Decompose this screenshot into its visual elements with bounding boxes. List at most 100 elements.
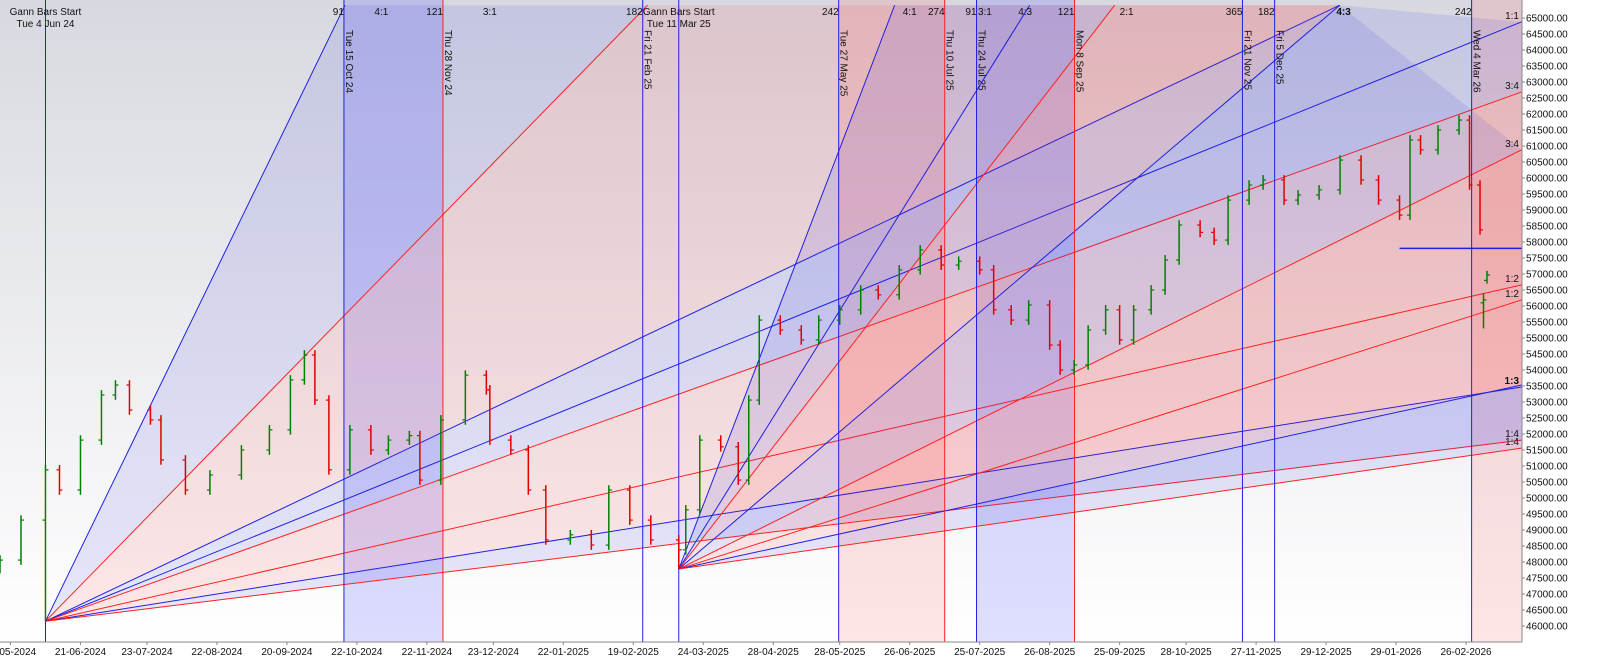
x-tick-label: 26-06-2025	[884, 647, 936, 658]
fans	[45, 4, 1522, 622]
y-tick-label: 47000.00	[1526, 590, 1568, 601]
fan-fill	[678, 5, 1522, 570]
time-label: Tue 15 Oct 24	[343, 30, 354, 93]
x-tick-label: 22-11-2024	[402, 647, 453, 658]
bars	[0, 115, 1491, 622]
fan-line	[678, 5, 896, 570]
time-label: Thu 10 Jul 25	[944, 30, 955, 91]
y-tick-label: 55000.00	[1526, 334, 1568, 345]
y-tick-label: 60500.00	[1526, 158, 1568, 169]
start-date: Tue 11 Mar 25	[647, 19, 711, 30]
y-tick-label: 55500.00	[1526, 318, 1568, 329]
y-tick-label: 48000.00	[1526, 558, 1568, 569]
plot	[0, 0, 1522, 642]
x-tick-label: 28-10-2025	[1161, 647, 1213, 658]
time-label: Fri 21 Nov 25	[1241, 30, 1252, 90]
fan-line	[45, 284, 1522, 622]
x-tick-label: 22-08-2024	[191, 647, 243, 658]
fan-label: 1:3	[1505, 376, 1520, 387]
x-tick-label: 26-08-2025	[1024, 647, 1076, 658]
fan-label: 3:4	[1505, 81, 1519, 92]
x-tick-label: 26-02-2026	[1440, 647, 1492, 658]
count-label: 182	[626, 7, 643, 18]
time-label: Thu 28 Nov 24	[442, 30, 453, 96]
count-label: 242	[1455, 7, 1472, 18]
x-tick-label: 21-06-2024	[55, 647, 107, 658]
fan-line	[678, 4, 1341, 570]
y-tick-label: 56500.00	[1526, 286, 1568, 297]
y-tick-label: 46000.00	[1526, 622, 1568, 633]
y-tick-label: 59500.00	[1526, 190, 1568, 201]
ratio-label: 3:1	[483, 7, 497, 18]
y-tick-label: 57500.00	[1526, 254, 1568, 265]
y-tick-label: 51500.00	[1526, 446, 1568, 457]
fan-line	[45, 4, 1340, 622]
fan-label: 1:4	[1505, 429, 1519, 440]
x-tick-label: 22-01-2025	[538, 647, 590, 658]
ratio-label: 4:3	[1018, 7, 1032, 18]
x-tick-label: 28-04-2025	[748, 647, 800, 658]
ratio-label: 4:3	[1336, 7, 1351, 18]
y-tick-label: 56000.00	[1526, 302, 1568, 313]
y-tick-label: 64500.00	[1526, 30, 1568, 41]
y-tick-label: 57000.00	[1526, 270, 1568, 281]
plot-background	[0, 0, 1522, 642]
time-label: Tue 27 May 25	[838, 30, 849, 97]
x-tick-label: 23-12-2024	[468, 647, 520, 658]
time-band	[839, 0, 945, 642]
x-tick-label: 25-09-2025	[1094, 647, 1146, 658]
fan-line	[45, 386, 1522, 622]
fan-line	[45, 21, 1522, 622]
y-tick-label: 50500.00	[1526, 478, 1568, 489]
y-tick-label: 51000.00	[1526, 462, 1568, 473]
x-tick-label: 19-02-2025	[608, 647, 660, 658]
start-title: Gann Bars Start	[10, 7, 82, 18]
y-tick-label: 46500.00	[1526, 606, 1568, 617]
count-label: 91	[333, 7, 345, 18]
time-label: Mon 8 Sep 25	[1073, 30, 1084, 93]
count-label: 242	[822, 7, 839, 18]
count-label: 274	[928, 7, 945, 18]
x-tick-label: 22-05-2024	[0, 647, 37, 658]
count-label: 182	[1258, 7, 1275, 18]
x-tick-label: 24-03-2025	[678, 647, 730, 658]
fan-line	[45, 91, 1522, 622]
start-title: Gann Bars Start	[643, 7, 715, 18]
time-label: Fri 5 Dec 25	[1274, 30, 1285, 85]
count-label: 365	[1226, 7, 1243, 18]
fan-label: 1:2	[1505, 289, 1519, 300]
x-tick-label: 22-10-2024	[331, 647, 383, 658]
y-tick-label: 65000.00	[1526, 14, 1568, 25]
fan-line	[678, 299, 1522, 570]
y-tick-label: 49000.00	[1526, 526, 1568, 537]
time-label: Wed 4 Mar 26	[1471, 30, 1482, 93]
verticals	[44, 0, 1522, 642]
y-tick-label: 54000.00	[1526, 366, 1568, 377]
count-label: 91	[965, 7, 977, 18]
fan-line	[45, 4, 346, 622]
fan-line	[678, 447, 1522, 570]
y-tick-label: 49500.00	[1526, 510, 1568, 521]
fan-fill	[45, 5, 1522, 622]
ratio-label: 3:1	[978, 7, 992, 18]
fan-line	[678, 384, 1522, 570]
y-tick-label: 60000.00	[1526, 174, 1568, 185]
y-tick-label: 52000.00	[1526, 430, 1568, 441]
y-tick-label: 52500.00	[1526, 414, 1568, 425]
fan-line	[678, 4, 1031, 570]
x-tick-label: 20-09-2024	[261, 647, 313, 658]
y-tick-label: 62000.00	[1526, 110, 1568, 121]
labels: 46000.00 46500.00 47000.00 47500.00 48000.00…	[0, 7, 1568, 658]
y-tick-label: 61000.00	[1526, 142, 1568, 153]
time-label: Fri 21 Feb 25	[642, 30, 653, 90]
y-tick-label: 47500.00	[1526, 574, 1568, 585]
y-tick-label: 58000.00	[1526, 238, 1568, 249]
y-tick-label: 53500.00	[1526, 382, 1568, 393]
ratio-label: 4:1	[374, 7, 388, 18]
fan-line	[678, 149, 1522, 570]
y-tick-label: 50000.00	[1526, 494, 1568, 505]
x-tick-label: 23-07-2024	[121, 647, 173, 658]
start-date: Tue 4 Jun 24	[16, 19, 74, 30]
time-band	[344, 0, 443, 642]
